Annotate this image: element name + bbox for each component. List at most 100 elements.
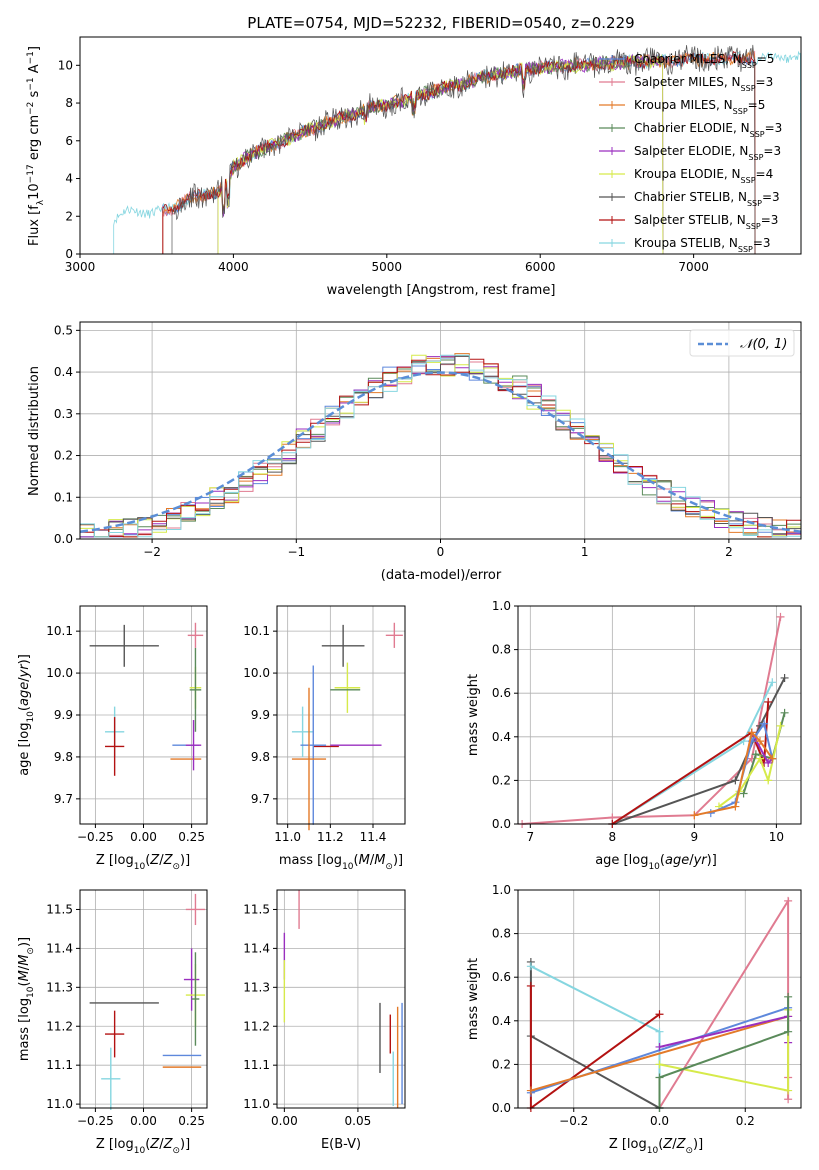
spectrum-xlabel: wavelength [Angstrom, rest frame] xyxy=(327,283,556,298)
y-tick-label: 0.0 xyxy=(492,817,511,831)
x-tick-label: 3000 xyxy=(65,260,96,274)
y-tick-label: 9.9 xyxy=(54,708,73,722)
y-tick-label: 11.0 xyxy=(46,1097,73,1111)
legend-label-chabrier_miles: Chabrier MILES, NSSP=5 xyxy=(634,52,774,70)
y-tick-label: 11.5 xyxy=(243,902,270,916)
weight-marker-salpeter_elodie xyxy=(655,1042,664,1051)
x-tick-label: 0 xyxy=(437,545,445,559)
weight-marker-kroupa_miles xyxy=(526,1086,535,1095)
x-tick-label: 11.2 xyxy=(317,830,344,844)
y-tick-label: 0.0 xyxy=(54,532,73,546)
wZ-xlabel: Z [log10(Z/Z⊙)] xyxy=(609,1137,703,1156)
legend-label-salpeter_elodie: Salpeter ELODIE, NSSP=3 xyxy=(634,144,781,162)
weight-marker-kroupa_stelib xyxy=(526,962,535,971)
residual-panel: −2 −1 0 1 2 0.0 0.1 0.2 0.3 0.4 0.5 (data-model)/e… xyxy=(27,321,802,583)
spectrum-series-chabrier_stelib xyxy=(171,44,756,254)
y-tick-label: 11.4 xyxy=(243,941,270,955)
x-tick-label: 2 xyxy=(725,545,733,559)
legend-label-chabrier_elodie: Chabrier ELODIE, NSSP=3 xyxy=(634,121,782,139)
y-tick-label: 10.1 xyxy=(243,624,270,638)
spectrum-legend: Chabrier MILES, NSSP=5 Salpeter MILES, NS… xyxy=(599,52,782,254)
residual-legend: 𝒩(0, 1) xyxy=(689,329,795,357)
y-tick-label: 11.5 xyxy=(46,902,73,916)
y-tick-label: 11.2 xyxy=(243,1019,270,1033)
weight-marker-kroupa_stelib xyxy=(655,1027,664,1036)
weight-marker-kroupa_stelib xyxy=(768,678,777,687)
y-tick-label: 0.5 xyxy=(54,323,73,337)
weight-marker-chabrier_elodie xyxy=(784,992,793,1001)
ageZ-xlabel: Z [log10(Z/Z⊙)] xyxy=(96,853,190,872)
age-vs-mass-panel: 11.0 11.2 11.4 9.7 9.8 9.9 10.0 10.1 xyxy=(243,605,406,844)
y-tick-label: 11.1 xyxy=(46,1058,73,1072)
x-tick-label: −0.25 xyxy=(77,830,114,844)
y-tick-label: 11.1 xyxy=(243,1058,270,1072)
weight-marker-chabrier_elodie xyxy=(751,750,760,759)
x-tick-label: 0.00 xyxy=(271,1114,298,1128)
weight-marker-salpeter_stelib xyxy=(526,981,535,990)
x-tick-label: 7000 xyxy=(678,260,709,274)
x-tick-label: −1 xyxy=(287,545,305,559)
residual-frame xyxy=(79,321,802,540)
weight-marker-kroupa_miles xyxy=(755,737,764,746)
legend-label-chabrier_stelib: Chabrier STELIB, NSSP=3 xyxy=(634,190,780,208)
residual-xlabel: (data-model)/error xyxy=(381,568,502,583)
spectrum-panel: PLATE=0754, MJD=52232, FIBERID=0540, z=0… xyxy=(26,14,802,298)
spectrum-ylabel: Flux [fλ10−17 erg cm−2 s−1 A−1] xyxy=(26,46,46,246)
x-tick-label: 0.25 xyxy=(178,1114,205,1128)
residual-hist-kroupa_stelib xyxy=(80,354,801,538)
y-tick-label: 2 xyxy=(65,209,73,223)
y-tick-label: 9.8 xyxy=(251,750,270,764)
y-tick-label: 11.0 xyxy=(243,1097,270,1111)
spectrum-frame xyxy=(79,36,802,255)
y-tick-label: 0.6 xyxy=(492,686,511,700)
weight-marker-kroupa_elodie xyxy=(655,1060,664,1069)
spectrum-title: PLATE=0754, MJD=52232, FIBERID=0540, z=0… xyxy=(247,14,634,32)
spectrum-series-chabrier_elodie xyxy=(217,55,664,254)
x-tick-label: 4000 xyxy=(218,260,249,274)
weight-vs-age-panel: 7 8 9 10 0.0 0.2 0.4 0.6 0.8 1.0 xyxy=(492,599,802,844)
y-tick-label: 0.2 xyxy=(492,1057,511,1071)
x-tick-label: 1 xyxy=(581,545,589,559)
weight-marker-salpeter_elodie xyxy=(764,758,773,767)
weight-marker-kroupa_elodie xyxy=(776,721,785,730)
weight-marker-salpeter_miles xyxy=(784,896,793,905)
panel-frame xyxy=(79,605,208,825)
weight-marker-salpeter_miles xyxy=(776,612,785,621)
residual-ylabel: Normed distribution xyxy=(27,366,42,496)
y-tick-label: 0.8 xyxy=(492,927,511,941)
x-tick-label: 11.0 xyxy=(274,830,301,844)
y-tick-label: 0.2 xyxy=(54,449,73,463)
x-tick-label: −2 xyxy=(143,545,161,559)
weight-vs-metallicity-panel: −0.2 0.0 0.2 0.0 0.2 0.4 0.6 0.8 1.0 xyxy=(492,883,802,1128)
y-tick-label: 10 xyxy=(58,58,73,72)
y-tick-label: 4 xyxy=(65,172,73,186)
panel-frame xyxy=(276,889,406,1109)
y-tick-label: 9.9 xyxy=(251,708,270,722)
mass-vs-ebv-panel: 0.00 0.05 11.0 11.1 11.2 11.3 11.4 11.5 xyxy=(243,889,406,1128)
residual-hist-chabrier_stelib xyxy=(80,355,801,538)
wZ-ylabel: mass weight xyxy=(466,958,481,1040)
y-tick-label: 9.7 xyxy=(54,792,73,806)
mass-vs-metallicity-panel: −0.25 0.00 0.25 11.0 11.1 11.2 11.3 11.4 11.5 xyxy=(46,889,208,1128)
weight-marker-chabrier_miles xyxy=(760,719,769,728)
y-tick-label: 0.2 xyxy=(492,773,511,787)
y-tick-label: 1.0 xyxy=(492,599,511,613)
normal-curve xyxy=(79,371,802,533)
weight-marker-salpeter_stelib xyxy=(764,697,773,706)
x-tick-label: 0.05 xyxy=(345,1114,372,1128)
x-tick-label: 0.25 xyxy=(178,830,205,844)
spectrum-series-salpeter_stelib xyxy=(162,50,756,254)
x-tick-label: 0.0 xyxy=(650,1114,669,1128)
y-tick-label: 0.4 xyxy=(492,730,511,744)
weight-marker-chabrier_elodie xyxy=(784,1027,793,1036)
y-tick-label: 10.0 xyxy=(46,666,73,680)
weight-marker-chabrier_elodie xyxy=(655,1073,664,1082)
y-tick-label: 9.7 xyxy=(251,792,270,806)
weight-marker-salpeter_stelib xyxy=(655,1010,664,1019)
y-tick-label: 0.0 xyxy=(492,1101,511,1115)
y-tick-label: 11.2 xyxy=(46,1019,73,1033)
y-tick-label: 0.4 xyxy=(492,1014,511,1028)
spectrum-plot-area xyxy=(113,44,801,254)
legend-label-salpeter_stelib: Salpeter STELIB, NSSP=3 xyxy=(634,213,778,231)
